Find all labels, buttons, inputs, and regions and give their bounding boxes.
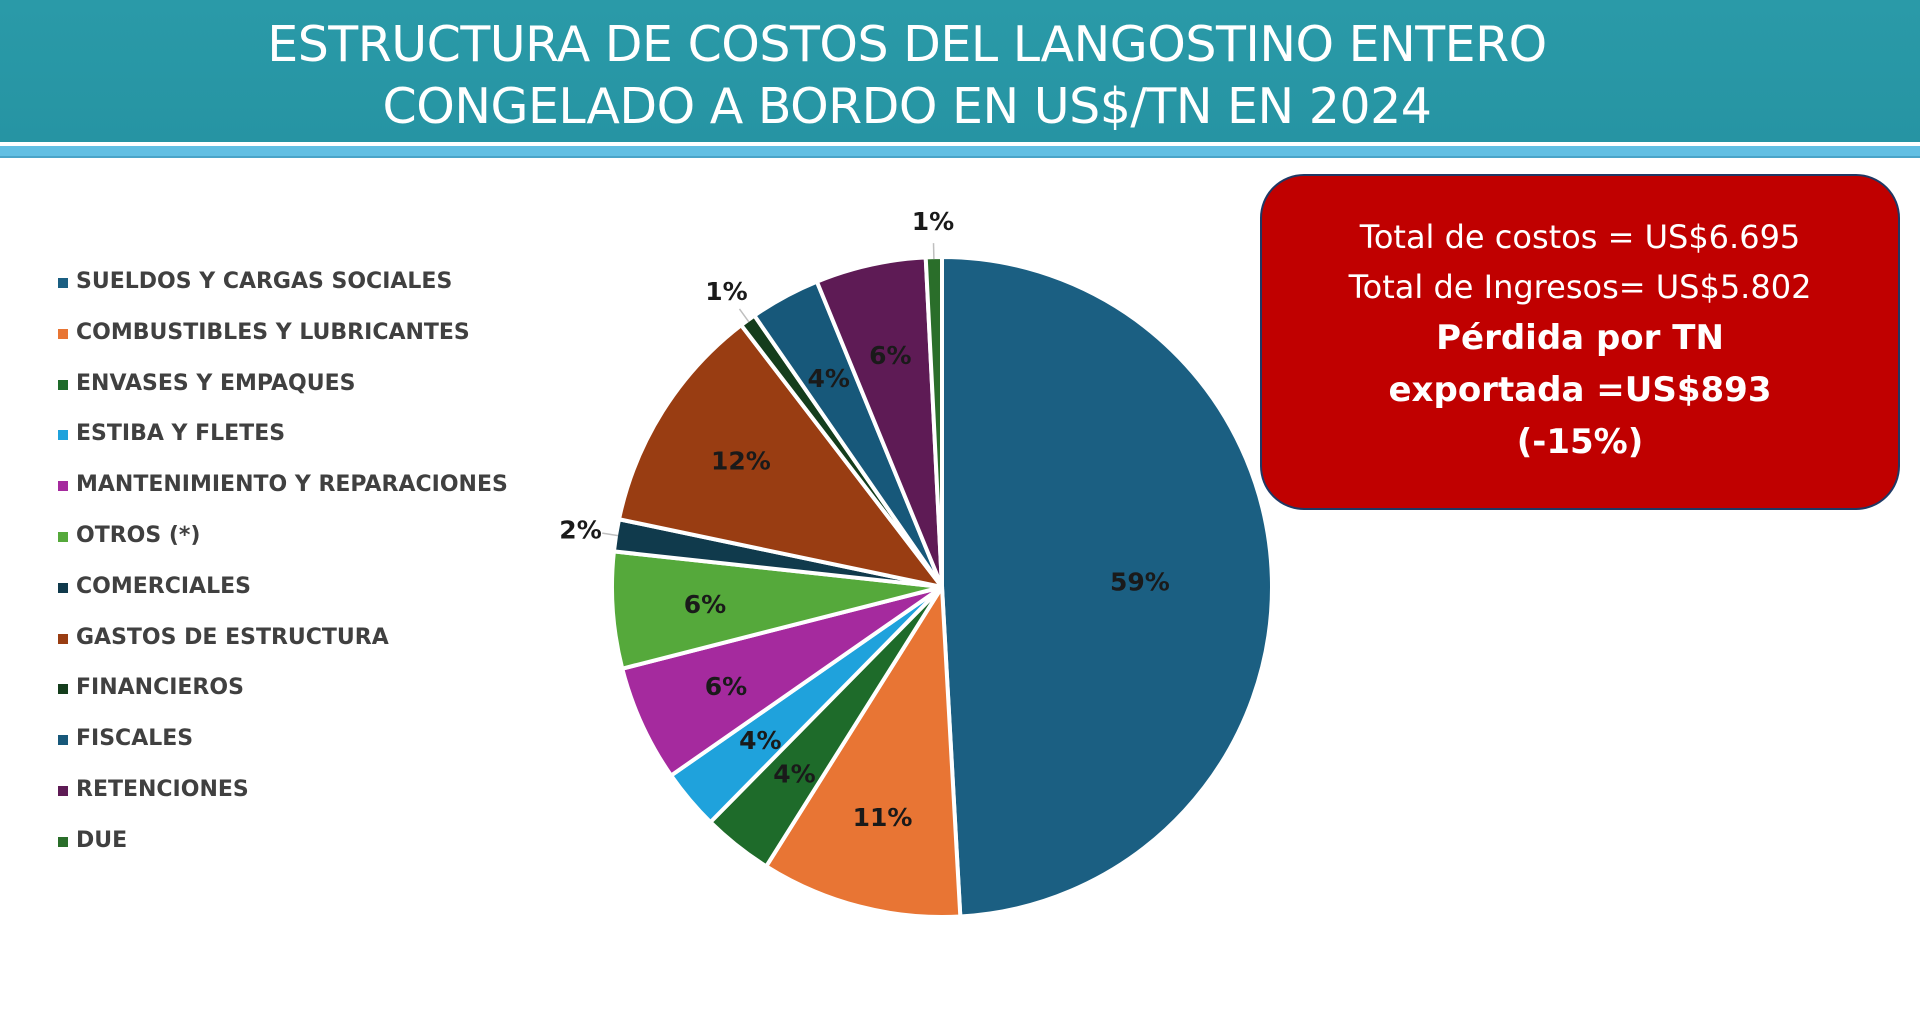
slice-data-label: 6% xyxy=(705,672,747,701)
legend-label: DUE xyxy=(76,827,128,853)
legend-swatch xyxy=(58,684,68,695)
slice-data-label: 6% xyxy=(684,590,726,619)
legend-label: FISCALES xyxy=(76,726,194,752)
slice-data-label: 2% xyxy=(559,516,601,545)
pie-slice xyxy=(764,585,963,919)
legend-label: FINANCIEROS xyxy=(76,675,244,701)
legend-label: RETENCIONES xyxy=(76,777,249,802)
legend-label: MANTENIMIENTO Y REPARACIONES xyxy=(76,472,508,498)
slice-data-label: 59% xyxy=(1110,568,1170,597)
legend-label: ENVASES Y EMPAQUES xyxy=(76,370,356,396)
total-costs-text: Total de costos = US$6.695 xyxy=(1359,218,1801,256)
pie-slice xyxy=(940,255,1274,919)
leader-line xyxy=(738,308,750,323)
summary-box: Total de costos = US$6.695 Total de Ingr… xyxy=(1260,174,1900,510)
chart-title-line-1: ESTRUCTURA DE COSTOS DEL LANGOSTINO ENTE… xyxy=(267,16,1547,73)
legend-swatch xyxy=(58,735,68,746)
slice-data-label: 1% xyxy=(912,207,954,236)
legend-swatch xyxy=(58,532,68,542)
legend-label: SUELDOS Y CARGAS SOCIALES xyxy=(76,269,453,294)
legend-swatch xyxy=(58,430,68,441)
slice-data-label: 4% xyxy=(773,759,815,788)
loss-percent-text: (-15%) xyxy=(1516,422,1644,462)
legend-swatch xyxy=(58,278,68,288)
leader-line xyxy=(602,532,619,537)
legend-label: COMERCIALES xyxy=(76,573,251,599)
legend-swatch xyxy=(58,481,68,492)
legend-swatch xyxy=(58,836,68,847)
chart-title-line-2: CONGELADO A BORDO EN US$/TN EN 2024 xyxy=(382,78,1432,135)
title-banner: ESTRUCTURA DE COSTOS DEL LANGOSTINO ENTE… xyxy=(0,0,1920,142)
loss-per-tn-text: Pérdida por TN xyxy=(1436,318,1724,358)
legend-swatch xyxy=(58,786,68,796)
slice-data-label: 1% xyxy=(705,277,747,306)
legend-label: OTROS (*) xyxy=(76,523,201,548)
legend-label: GASTOS DE ESTRUCTURA xyxy=(76,624,389,650)
legend-swatch xyxy=(58,582,68,593)
slice-data-label: 4% xyxy=(739,726,781,755)
legend-label: COMBUSTIBLES Y LUBRICANTES xyxy=(76,319,470,345)
loss-exported-text: exportada =US$893 xyxy=(1388,370,1772,410)
legend-swatch xyxy=(58,633,68,644)
title-banner-underline xyxy=(0,142,1920,158)
pie-slice xyxy=(617,323,944,589)
slice-data-label: 6% xyxy=(869,341,911,370)
total-income-text: Total de Ingresos= US$5.802 xyxy=(1348,268,1812,306)
legend-label: ESTIBA Y FLETES xyxy=(76,421,286,447)
slice-data-label: 11% xyxy=(853,803,913,832)
slice-data-label: 12% xyxy=(711,446,771,475)
legend-swatch xyxy=(58,379,68,390)
legend-swatch xyxy=(58,328,68,339)
slice-data-label: 4% xyxy=(808,364,850,393)
